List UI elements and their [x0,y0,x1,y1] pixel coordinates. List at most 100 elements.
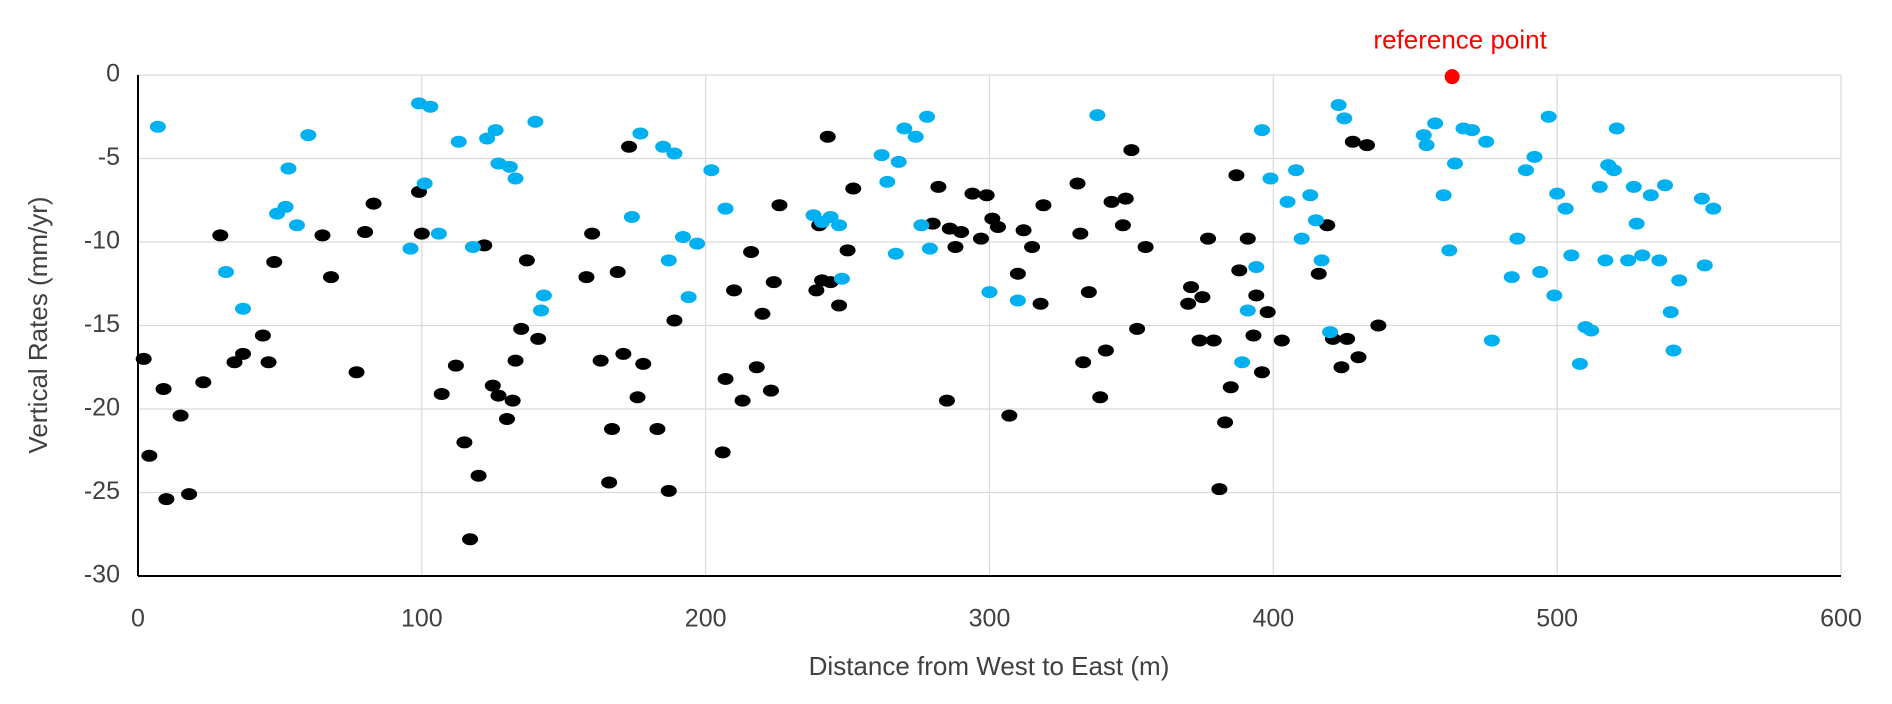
scatter-point [1032,297,1049,310]
scatter-point [921,242,938,255]
scatter-point [1671,274,1688,287]
x-tick-label: 100 [401,605,443,633]
scatter-point [501,160,518,173]
scatter-point [1532,266,1549,279]
scatter-point [873,149,890,162]
scatter-point [1591,180,1608,193]
scatter-point [623,210,640,223]
scatter-point [632,127,649,140]
scatter-point [1608,122,1625,135]
scatter-point [819,130,836,143]
scatter-point [689,237,706,250]
y-tick-label: -25 [84,477,120,505]
scatter-point [1302,189,1319,202]
y-tick-label: 0 [106,60,120,88]
scatter-point [1370,319,1387,332]
scatter-point [300,129,317,142]
scatter-point [584,227,601,240]
scatter-point [416,177,433,190]
scatter-point [680,291,697,304]
scatter-point [323,271,340,284]
scatter-point [1628,217,1645,230]
scatter-point [726,284,743,297]
scatter-point [149,120,166,133]
scatter-point [601,476,618,489]
scatter-point [754,307,771,320]
scatter-point [1464,124,1481,137]
scatter-point [604,423,621,436]
scatter-point [1330,99,1347,112]
x-axis-title: Distance from West to East (m) [809,651,1170,681]
scatter-point [1322,326,1339,339]
scatter-point [235,347,252,360]
scatter-point [621,140,638,153]
scatter-point [1137,241,1154,254]
x-tick-label: 0 [131,605,145,633]
scatter-point [518,254,535,267]
scatter-point [887,247,904,260]
scatter-point [1693,192,1710,205]
scatter-point [1183,281,1200,294]
scatter-point [1293,232,1310,245]
scatter-point [1253,366,1270,379]
scatter-point [1092,391,1109,404]
scatter-point [158,493,175,506]
scatter-point [1563,249,1580,262]
scatter-point [1634,249,1651,262]
scatter-point [1642,189,1659,202]
scatter-point [1222,381,1239,394]
scatter-point [629,391,646,404]
scatter-point [930,180,947,193]
scatter-point [978,189,995,202]
scatter-point [498,413,515,426]
scatter-point [1333,361,1350,374]
scatter-point [1069,177,1086,190]
scatter-point [1239,232,1256,245]
scatter-point [1103,195,1120,208]
scatter-point [1517,164,1534,177]
scatter-point [1114,219,1131,232]
scatter-point [254,329,271,342]
scatter-point [135,352,152,365]
scatter-point [456,436,473,449]
scatter-point [1259,306,1276,319]
scatter-point [1665,344,1682,357]
scatter-point [235,302,252,315]
scatter-point [609,266,626,279]
scatter-point [430,227,447,240]
scatter-point [615,347,632,360]
scatter-point [660,254,677,267]
scatter-point [649,423,666,436]
scatter-point [1503,271,1520,284]
scatter-point [1625,180,1642,193]
scatter-point [1705,202,1722,215]
scatter-point [839,244,856,257]
scatter-point [947,241,964,254]
scatter-point [762,384,779,397]
scatter-point [913,219,930,232]
scatter-point [181,488,198,501]
scatter-point [1273,334,1290,347]
scatter-point [635,357,652,370]
scatter-point [666,314,683,327]
scatter-point [260,356,277,369]
scatter-point [447,359,464,372]
scatter-point [535,289,552,302]
scatter-point [666,147,683,160]
scatter-point [1228,169,1245,182]
scatter-point [748,361,765,374]
scatter-point [490,389,507,402]
scatter-point [1253,124,1270,137]
scatter-point [879,175,896,188]
scatter-point [1313,254,1330,267]
scatter-point [513,322,530,335]
scatter-point [195,376,212,389]
scatter-point [1483,334,1500,347]
scatter-point [1075,356,1092,369]
scatter-point [1080,286,1097,299]
scatter-point [655,140,672,153]
scatter-point [1097,344,1114,357]
scatter-point [1191,334,1208,347]
scatter-point [217,266,234,279]
